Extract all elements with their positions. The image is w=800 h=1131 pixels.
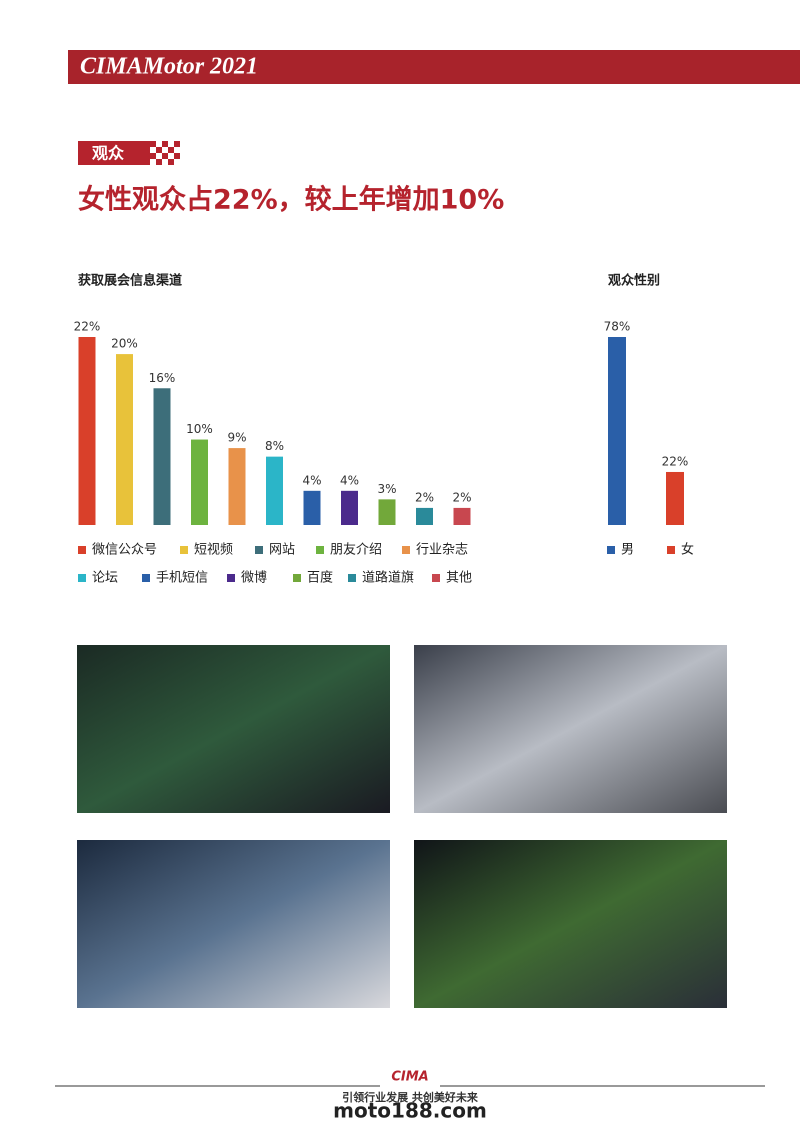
photo bbox=[77, 645, 390, 813]
photo bbox=[414, 840, 727, 1008]
bar bbox=[341, 490, 358, 525]
legend-swatch bbox=[78, 546, 86, 554]
legend-label: 微信公众号 bbox=[92, 543, 157, 558]
legend-swatch bbox=[78, 574, 86, 582]
legend-label: 百度 bbox=[307, 570, 333, 586]
header-bar bbox=[68, 50, 800, 84]
header-title: CIMAMotor 2021 bbox=[80, 54, 258, 80]
bar bbox=[228, 448, 246, 525]
legend-swatch bbox=[348, 574, 356, 582]
legend-label: 男 bbox=[621, 543, 634, 558]
legend-swatch bbox=[227, 574, 235, 582]
legend-swatch bbox=[432, 574, 440, 582]
bar bbox=[416, 507, 433, 525]
value-label: 10% bbox=[186, 422, 213, 436]
legend-swatch bbox=[142, 574, 150, 582]
legend-swatch bbox=[667, 546, 675, 554]
legend-label: 女 bbox=[681, 542, 694, 558]
value-label: 20% bbox=[111, 337, 138, 351]
value-label: 22% bbox=[74, 320, 101, 334]
value-label: 8% bbox=[265, 439, 284, 453]
bar bbox=[666, 471, 684, 525]
value-label: 9% bbox=[227, 431, 246, 445]
legend-swatch bbox=[402, 546, 410, 554]
legend-label: 行业杂志 bbox=[416, 543, 468, 558]
legend-label: 微博 bbox=[241, 571, 267, 586]
value-label: 4% bbox=[340, 473, 359, 487]
photo bbox=[414, 645, 727, 813]
value-label: 2% bbox=[452, 490, 471, 504]
legend-label: 手机短信 bbox=[156, 571, 208, 586]
bar bbox=[303, 490, 321, 525]
value-label: 4% bbox=[302, 473, 321, 487]
bar bbox=[116, 354, 133, 525]
bar bbox=[191, 439, 208, 525]
photo bbox=[77, 840, 390, 1008]
section-tag-box bbox=[78, 141, 150, 165]
bar bbox=[78, 337, 96, 525]
legend-swatch bbox=[316, 546, 324, 554]
footer-logo: CIMA bbox=[391, 1070, 428, 1085]
legend-swatch bbox=[255, 546, 263, 554]
value-label: 78% bbox=[604, 320, 631, 334]
legend-swatch bbox=[180, 546, 188, 554]
value-label: 3% bbox=[377, 482, 396, 496]
legend-label: 道路道旗 bbox=[362, 570, 414, 586]
bar bbox=[266, 456, 283, 525]
value-label: 16% bbox=[149, 371, 176, 385]
headline: 女性观众占22%，较上年增加10% bbox=[78, 184, 504, 216]
section-tag: 观众 bbox=[92, 144, 125, 163]
legend-label: 短视频 bbox=[194, 543, 233, 558]
bar bbox=[153, 388, 171, 525]
footer-slogan: 引领行业发展 共创美好未来 bbox=[342, 1090, 479, 1104]
chart-title: 观众性别 bbox=[608, 273, 660, 289]
value-label: 22% bbox=[662, 454, 689, 468]
bar bbox=[453, 507, 471, 525]
legend-swatch bbox=[607, 546, 615, 554]
value-label: 2% bbox=[415, 490, 434, 504]
legend-label: 其他 bbox=[446, 571, 472, 586]
legend-label: 网站 bbox=[269, 543, 295, 558]
legend-label: 朋友介绍 bbox=[330, 542, 382, 558]
watermark: moto188.com bbox=[333, 1099, 487, 1123]
legend-label: 论坛 bbox=[92, 571, 118, 586]
checker-flag bbox=[150, 141, 180, 165]
legend-swatch bbox=[293, 574, 301, 582]
chart-title: 获取展会信息渠道 bbox=[78, 273, 182, 289]
bar bbox=[378, 499, 396, 525]
bar bbox=[608, 337, 626, 525]
